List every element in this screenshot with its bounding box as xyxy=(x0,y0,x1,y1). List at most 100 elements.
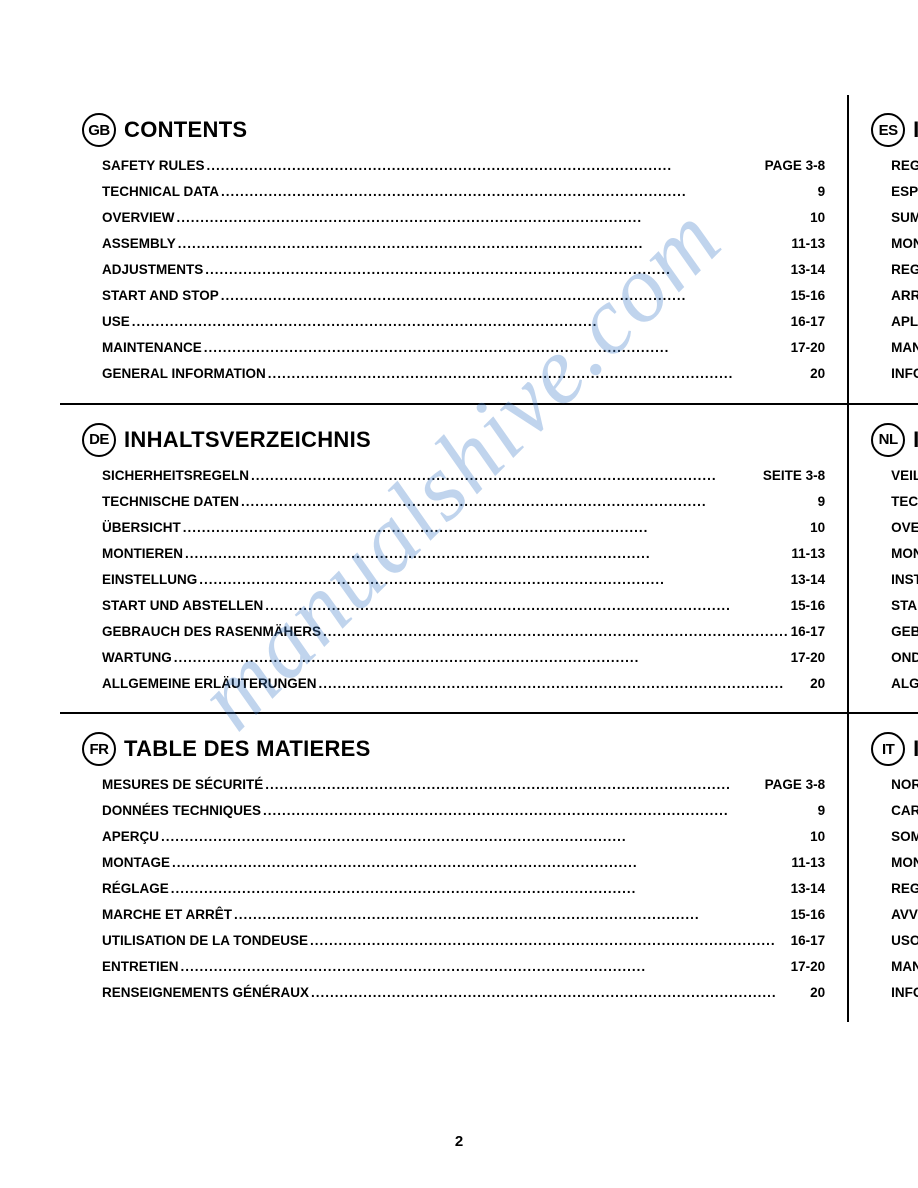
section-fr: FR TABLE DES MATIERES MESURES DE SÉCURIT… xyxy=(60,714,849,1022)
leader-dots xyxy=(207,159,763,173)
entry-page: 9 xyxy=(818,495,826,509)
leader-dots xyxy=(323,625,789,639)
toc-entry: MONTIEREN11-13 xyxy=(102,547,825,561)
leader-dots xyxy=(132,315,789,329)
entry-label: MONTAJE xyxy=(891,237,918,251)
toc-entry: SICHERHEITSREGELN SEITE 3-8 xyxy=(102,469,825,483)
toc-entry: TECHNISCHE GEGEVENS9 xyxy=(891,495,918,509)
toc-entry: ASSEMBLY11-13 xyxy=(102,237,825,251)
entry-label: MONTEREN xyxy=(891,547,918,561)
toc-entry: WARTUNG17-20 xyxy=(102,651,825,665)
leader-dots xyxy=(171,882,789,896)
toc-entry: APLICACIÓN DEL CORTACÉSPED16-17 xyxy=(891,315,918,329)
section-header: ES INDICE xyxy=(871,113,918,147)
toc-entry: USE 16-17 xyxy=(102,315,825,329)
entry-label: MAINTENANCE xyxy=(102,341,202,355)
leader-dots xyxy=(319,677,809,691)
toc-entry: ALLGEMEINE ERLÄUTERUNGEN20 xyxy=(102,677,825,691)
entry-list: SICHERHEITSREGELN SEITE 3-8 TECHNISCHE DA… xyxy=(82,469,825,691)
lang-badge-icon: ES xyxy=(871,113,905,147)
entry-label: TECHNICAL DATA xyxy=(102,185,219,199)
entry-label: EINSTELLUNG xyxy=(102,573,197,587)
entry-page: 11-13 xyxy=(791,547,825,561)
entry-list: VEILIGHEIDSMAATREGELENPAG.3-8 TECHNISCHE… xyxy=(871,469,918,691)
entry-label: MARCHE ET ARRÊT xyxy=(102,908,232,922)
entry-page: SEITE 3-8 xyxy=(763,469,825,483)
leader-dots xyxy=(199,573,788,587)
leader-dots xyxy=(311,986,808,1000)
entry-page: 20 xyxy=(810,986,825,1000)
section-nl: NL INHOUD VEILIGHEIDSMAATREGELENPAG.3-8 … xyxy=(849,405,918,715)
toc-entry: TECHNISCHE DATEN9 xyxy=(102,495,825,509)
toc-entry: INSTELLEN13-14 xyxy=(891,573,918,587)
toc-entry: REGULACIÓN13-14 xyxy=(891,263,918,277)
toc-entry: GENERAL INFORMATION20 xyxy=(102,367,825,381)
toc-entry: ÜBERSICHT 10 xyxy=(102,521,825,535)
section-header: NL INHOUD xyxy=(871,423,918,457)
toc-entry: START UND ABSTELLEN15-16 xyxy=(102,599,825,613)
toc-entry: MESURES DE SÉCURITÉPAGE 3-8 xyxy=(102,778,825,792)
leader-dots xyxy=(241,495,816,509)
section-title: INHOUD xyxy=(913,427,918,453)
lang-badge-icon: DE xyxy=(82,423,116,457)
toc-entry: MONTAGGIO11-13 xyxy=(891,856,918,870)
leader-dots xyxy=(221,185,816,199)
section-header: DE INHALTSVERZEICHNIS xyxy=(82,423,825,457)
entry-page: 9 xyxy=(818,185,826,199)
entry-page: 15-16 xyxy=(791,289,826,303)
section-header: FR TABLE DES MATIERES xyxy=(82,732,825,766)
toc-entry: ADJUSTMENTS13-14 xyxy=(102,263,825,277)
leader-dots xyxy=(263,804,816,818)
section-header: IT INDICE DEL CONTENUTO xyxy=(871,732,918,766)
section-it: IT INDICE DEL CONTENUTO NORME DE SICUREZ… xyxy=(849,714,918,1022)
entry-page: 16-17 xyxy=(791,315,826,329)
entry-page: 10 xyxy=(810,211,825,225)
entry-page: 16-17 xyxy=(791,934,826,948)
entry-label: USE xyxy=(102,315,130,329)
leader-dots xyxy=(268,367,808,381)
toc-entry: MARCHE ET ARRÊT 15-16 xyxy=(102,908,825,922)
entry-label: REGLAS DE SEGURIDAD xyxy=(891,159,918,173)
toc-entry: MONTAGE11-13 xyxy=(102,856,825,870)
toc-entry: MANTENIMIENTO17-20 xyxy=(891,341,918,355)
leader-dots xyxy=(183,521,808,535)
section-header: GB CONTENTS xyxy=(82,113,825,147)
toc-entry: APERÇU10 xyxy=(102,830,825,844)
toc-entry: SUMARIO10 xyxy=(891,211,918,225)
entry-label: ÜBERSICHT xyxy=(102,521,181,535)
toc-entry: NORME DE SICUREZZAPAGINA 3-8 xyxy=(891,778,918,792)
entry-page: 10 xyxy=(810,521,825,535)
toc-entry: STARTEN EN STOPPEN15-16 xyxy=(891,599,918,613)
toc-entry: OVERVIEW10 xyxy=(102,211,825,225)
entry-label: START UND ABSTELLEN xyxy=(102,599,263,613)
entry-label: ARRANQUE Y PARADA xyxy=(891,289,918,303)
entry-label: SOMMARIO xyxy=(891,830,918,844)
toc-entry: REGOLAZIONE13-14 xyxy=(891,882,918,896)
section-es: ES INDICE REGLAS DE SEGURIDADSIVU 3-8 ES… xyxy=(849,95,918,405)
entry-page: 13-14 xyxy=(791,882,826,896)
entry-label: OVERZICHT xyxy=(891,521,918,535)
entry-page: PAGE 3-8 xyxy=(765,778,826,792)
leader-dots xyxy=(177,211,809,225)
entry-label: SICHERHEITSREGELN xyxy=(102,469,249,483)
toc-entry: SAFETY RULESPAGE 3-8 xyxy=(102,159,825,173)
toc-entry: VEILIGHEIDSMAATREGELENPAG.3-8 xyxy=(891,469,918,483)
leader-dots xyxy=(174,651,789,665)
entry-page: 17-20 xyxy=(791,960,826,974)
entry-page: 10 xyxy=(810,830,825,844)
entry-page: 13-14 xyxy=(791,573,826,587)
toc-entry: RÉGLAGE13-14 xyxy=(102,882,825,896)
section-title: INHALTSVERZEICHNIS xyxy=(124,427,371,453)
entry-label: ADJUSTMENTS xyxy=(102,263,203,277)
entry-list: MESURES DE SÉCURITÉPAGE 3-8 DONNÉES TECH… xyxy=(82,778,825,1000)
leader-dots xyxy=(265,778,762,792)
entry-label: UTILISATION DE LA TONDEUSE xyxy=(102,934,308,948)
entry-page: PAGE 3-8 xyxy=(765,159,826,173)
entry-page: 15-16 xyxy=(791,908,826,922)
toc-entry: MAINTENANCE17-20 xyxy=(102,341,825,355)
lang-badge-icon: NL xyxy=(871,423,905,457)
section-title: TABLE DES MATIERES xyxy=(124,736,371,762)
entry-label: REGULACIÓN xyxy=(891,263,918,277)
toc-entry: AVVIAMENTO ED ARRESTO15-16 xyxy=(891,908,918,922)
entry-page: 11-13 xyxy=(791,237,825,251)
